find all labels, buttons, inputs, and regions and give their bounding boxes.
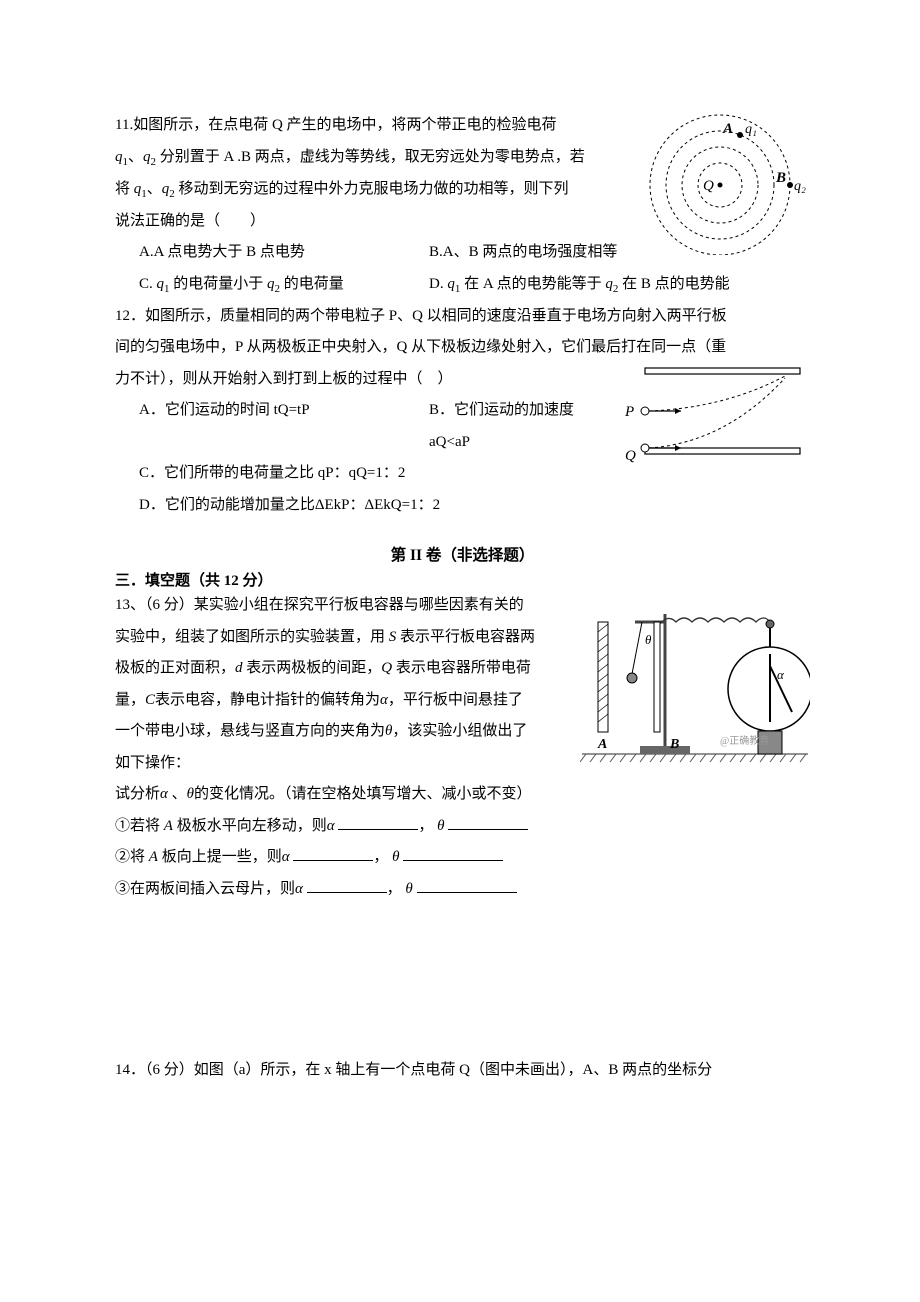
q12-option-b: B．它们运动的加速度 aQ<aP — [429, 395, 607, 458]
q11-label-B: B — [775, 170, 786, 186]
q13-label-alpha: α — [777, 667, 785, 682]
section2-title: 第 II 卷（非选择题） — [115, 543, 810, 565]
q12-figure: P Q — [615, 360, 810, 470]
section3-title: 三．填空题（共 12 分） — [115, 569, 810, 590]
q12-label-Q: Q — [625, 448, 636, 464]
q11-options-row2: C. q1 的电荷量小于 q2 的电荷量 D. q1 在 A 点的电势能等于 q… — [115, 269, 810, 301]
q11-option-d: D. q1 在 A 点的电势能等于 q2 在 B 点的电势能 — [429, 269, 810, 301]
q13-plate-b — [654, 622, 660, 732]
q13-analysis-line: 试分析α 、θ的变化情况。（请在空格处填写增大、减小或不变） — [115, 779, 810, 811]
q11-option-a: A.A 点电势大于 B 点电势 — [139, 237, 429, 269]
q13-label-B: B — [669, 737, 679, 752]
q11-option-c: C. q1 的电荷量小于 q2 的电荷量 — [139, 269, 429, 301]
q12-stem-line1: 12．如图所示，质量相同的两个带电粒子 P、Q 以相同的速度沿垂直于电场方向射入… — [115, 301, 810, 333]
q13-plate-a — [598, 622, 608, 732]
q13-blank-1b[interactable] — [448, 815, 528, 830]
q13-label-theta: θ — [645, 632, 652, 647]
q12-option-d: D．它们的动能增加量之比ΔEkP：ΔEkQ=1：2 — [115, 490, 810, 522]
question-12: 12．如图所示，质量相同的两个带电粒子 P、Q 以相同的速度沿垂直于电场方向射入… — [115, 301, 810, 522]
q12-stem-line2: 间的匀强电场中，P 从两极板正中央射入，Q 从下极板边缘处射入，它们最后打在同一… — [115, 332, 810, 364]
q13-fill-1: ①若将 A 极板水平向左移动，则α ， θ — [115, 811, 810, 843]
q13-spring-icon — [660, 618, 770, 624]
q11-figure: Q A q₁ B q₂ — [645, 110, 810, 260]
q13-watermark: @正确教育 — [720, 734, 769, 747]
q13-blank-2b[interactable] — [403, 847, 503, 862]
q13-blank-2a[interactable] — [293, 847, 373, 862]
q13-blank-3b[interactable] — [417, 878, 517, 893]
q13-figure: θ A B α — [580, 594, 810, 769]
q12-option-a: A．它们运动的时间 tQ=tP — [139, 395, 429, 458]
q14-stem: 14．（6 分）如图（a）所示，在 x 轴上有一个点电荷 Q（图中未画出），A、… — [115, 1055, 810, 1087]
q11-label-q2: q₂ — [794, 179, 806, 194]
q13-blank-1a[interactable] — [338, 815, 418, 830]
question-11: Q A q₁ B q₂ 11.如图所示，在点电荷 Q 产生的电场中，将两个带正电… — [115, 110, 810, 301]
q13-fill-2: ②将 A 板向上提一些，则α ， θ — [115, 842, 810, 874]
question-13: θ A B α — [115, 590, 810, 905]
q13-blank-3a[interactable] — [307, 878, 387, 893]
q11-label-Q: Q — [703, 178, 714, 194]
q11-option-b: B.A、B 两点的电场强度相等 — [429, 237, 637, 269]
q11-options-row1: A.A 点电势大于 B 点电势 B.A、B 两点的电场强度相等 — [115, 237, 637, 269]
q11-label-A: A — [722, 121, 733, 137]
q12-options-row1: A．它们运动的时间 tQ=tP B．它们运动的加速度 aQ<aP — [115, 395, 607, 458]
q12-label-P: P — [624, 404, 634, 420]
q11-label-q1: q₁ — [745, 122, 757, 137]
q13-label-A: A — [597, 737, 607, 752]
q13-fill-3: ③在两板间插入云母片，则α ， θ — [115, 874, 810, 906]
